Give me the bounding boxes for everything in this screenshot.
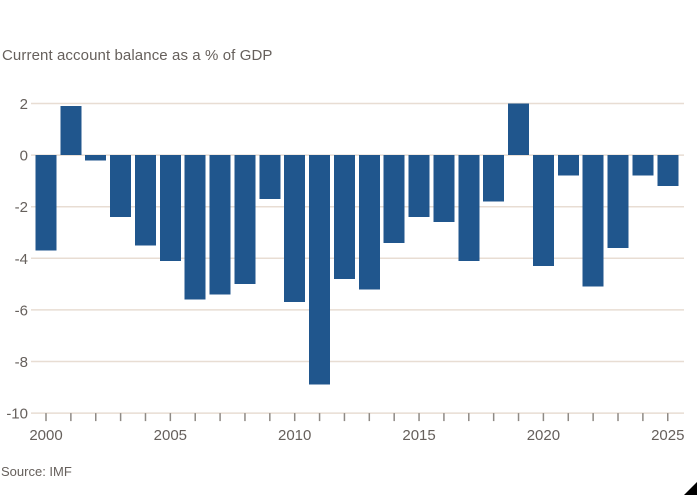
y-axis-label-2: 2 bbox=[20, 96, 28, 113]
bar-2007 bbox=[209, 155, 231, 295]
bar-2015 bbox=[408, 155, 430, 217]
bar-2010 bbox=[284, 155, 306, 303]
bar-2000 bbox=[35, 155, 57, 251]
bar-2011 bbox=[309, 155, 331, 385]
bar-2004 bbox=[135, 155, 156, 246]
bar-2003 bbox=[110, 155, 132, 217]
bar-2023 bbox=[607, 155, 629, 248]
bar-2018 bbox=[483, 155, 505, 202]
x-axis-label-2000: 2000 bbox=[29, 427, 62, 444]
bar-2013 bbox=[358, 155, 380, 290]
x-axis-label-2020: 2020 bbox=[527, 427, 560, 444]
bar-2006 bbox=[184, 155, 206, 300]
y-axis-label--8: -8 bbox=[15, 354, 28, 371]
bar-2005 bbox=[159, 155, 181, 261]
bar-2022 bbox=[582, 155, 604, 287]
bar-2002 bbox=[85, 155, 107, 161]
y-axis-label--4: -4 bbox=[15, 251, 28, 268]
bar-2019 bbox=[508, 103, 529, 156]
bar-2009 bbox=[259, 155, 281, 199]
y-axis-label--2: -2 bbox=[15, 199, 28, 216]
x-axis-label-2005: 2005 bbox=[154, 427, 187, 444]
bar-2014 bbox=[383, 155, 405, 243]
bar-2001 bbox=[60, 106, 82, 156]
x-axis-label-2025: 2025 bbox=[651, 427, 684, 444]
bar-2024 bbox=[632, 155, 654, 176]
source-label: Source: IMF bbox=[1, 464, 72, 479]
bar-2016 bbox=[433, 155, 455, 223]
bar-2020 bbox=[532, 155, 554, 266]
x-axis-label-2010: 2010 bbox=[278, 427, 311, 444]
bar-2017 bbox=[458, 155, 480, 261]
y-axis-label-0: 0 bbox=[20, 148, 28, 165]
bar-2025 bbox=[657, 155, 679, 187]
y-axis-label--10: -10 bbox=[6, 406, 28, 423]
bar-2021 bbox=[557, 155, 579, 176]
bar-2012 bbox=[333, 155, 355, 279]
x-axis-label-2015: 2015 bbox=[402, 427, 435, 444]
bar-2008 bbox=[234, 155, 256, 285]
chart-title: Current account balance as a % of GDP bbox=[2, 47, 273, 64]
y-axis-label--6: -6 bbox=[15, 302, 28, 319]
corner-triangle-icon bbox=[684, 482, 697, 495]
